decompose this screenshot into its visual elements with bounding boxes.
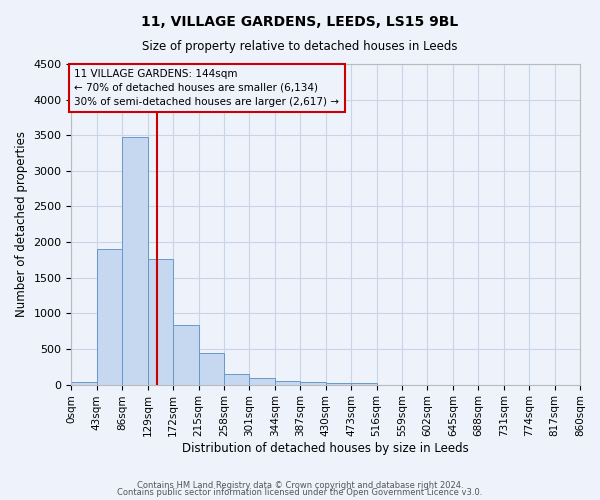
Bar xyxy=(275,380,300,384)
Bar xyxy=(300,382,326,384)
Bar xyxy=(173,325,199,384)
Bar xyxy=(71,382,97,384)
Bar xyxy=(351,383,377,384)
Bar xyxy=(97,249,122,384)
Bar xyxy=(148,259,173,384)
Bar xyxy=(250,378,275,384)
X-axis label: Distribution of detached houses by size in Leeds: Distribution of detached houses by size … xyxy=(182,442,469,455)
Text: Contains HM Land Registry data © Crown copyright and database right 2024.: Contains HM Land Registry data © Crown c… xyxy=(137,480,463,490)
Text: Contains public sector information licensed under the Open Government Licence v3: Contains public sector information licen… xyxy=(118,488,482,497)
Bar xyxy=(224,374,250,384)
Text: Size of property relative to detached houses in Leeds: Size of property relative to detached ho… xyxy=(142,40,458,53)
Y-axis label: Number of detached properties: Number of detached properties xyxy=(15,132,28,318)
Bar xyxy=(199,352,224,384)
Bar xyxy=(122,136,148,384)
Text: 11 VILLAGE GARDENS: 144sqm
← 70% of detached houses are smaller (6,134)
30% of s: 11 VILLAGE GARDENS: 144sqm ← 70% of deta… xyxy=(74,69,340,107)
Text: 11, VILLAGE GARDENS, LEEDS, LS15 9BL: 11, VILLAGE GARDENS, LEEDS, LS15 9BL xyxy=(142,15,458,29)
Bar xyxy=(326,383,351,384)
